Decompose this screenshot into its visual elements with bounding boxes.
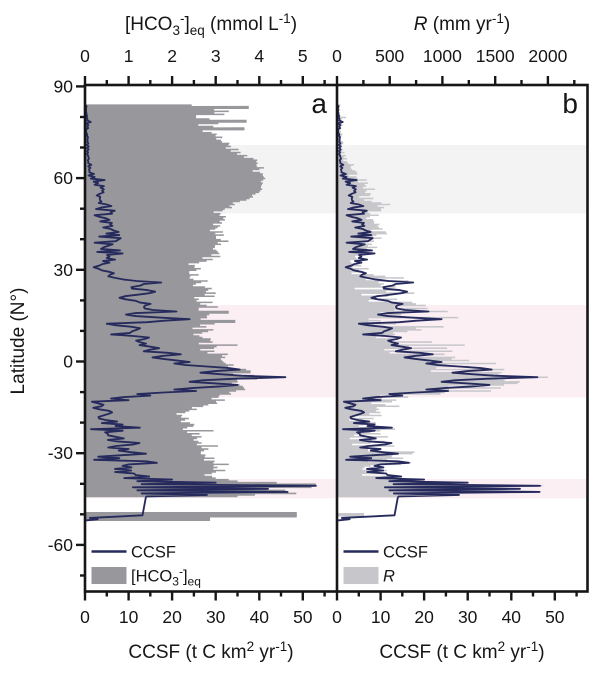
svg-text:0: 0 (63, 352, 73, 372)
svg-text:10: 10 (371, 607, 391, 627)
svg-text:50: 50 (293, 607, 313, 627)
svg-text:10: 10 (119, 607, 139, 627)
svg-text:4: 4 (254, 46, 264, 66)
svg-text:40: 40 (502, 607, 522, 627)
svg-text:R: R (383, 568, 395, 586)
svg-text:30: 30 (54, 260, 74, 280)
svg-text:1500: 1500 (476, 46, 515, 66)
svg-text:[HCO3-]eq (mmol L-1): [HCO3-]eq (mmol L-1) (125, 11, 297, 38)
svg-text:40: 40 (250, 607, 270, 627)
svg-text:0: 0 (332, 46, 342, 66)
svg-text:60: 60 (54, 168, 74, 188)
svg-text:30: 30 (206, 607, 226, 627)
svg-text:90: 90 (54, 76, 74, 96)
svg-text:-30: -30 (48, 443, 74, 463)
svg-text:b: b (562, 88, 578, 119)
svg-text:20: 20 (162, 607, 182, 627)
svg-text:2: 2 (167, 46, 177, 66)
svg-text:CCSF (t C km2 yr-1): CCSF (t C km2 yr-1) (379, 639, 544, 663)
svg-text:CCSF: CCSF (383, 544, 428, 562)
svg-text:5: 5 (298, 46, 308, 66)
svg-text:0: 0 (332, 607, 342, 627)
svg-text:CCSF: CCSF (131, 544, 176, 562)
svg-text:CCSF (t C km2 yr-1): CCSF (t C km2 yr-1) (128, 639, 293, 663)
svg-text:a: a (311, 88, 327, 119)
svg-text:30: 30 (458, 607, 478, 627)
svg-text:3: 3 (211, 46, 221, 66)
svg-text:2000: 2000 (528, 46, 567, 66)
svg-text:1000: 1000 (423, 46, 462, 66)
svg-text:Latitude (N°): Latitude (N°) (8, 288, 29, 395)
svg-text:20: 20 (414, 607, 434, 627)
svg-text:1: 1 (124, 46, 134, 66)
svg-text:500: 500 (375, 46, 404, 66)
svg-text:0: 0 (80, 607, 90, 627)
svg-text:-60: -60 (48, 535, 74, 555)
svg-text:50: 50 (545, 607, 565, 627)
svg-text:0: 0 (80, 46, 90, 66)
